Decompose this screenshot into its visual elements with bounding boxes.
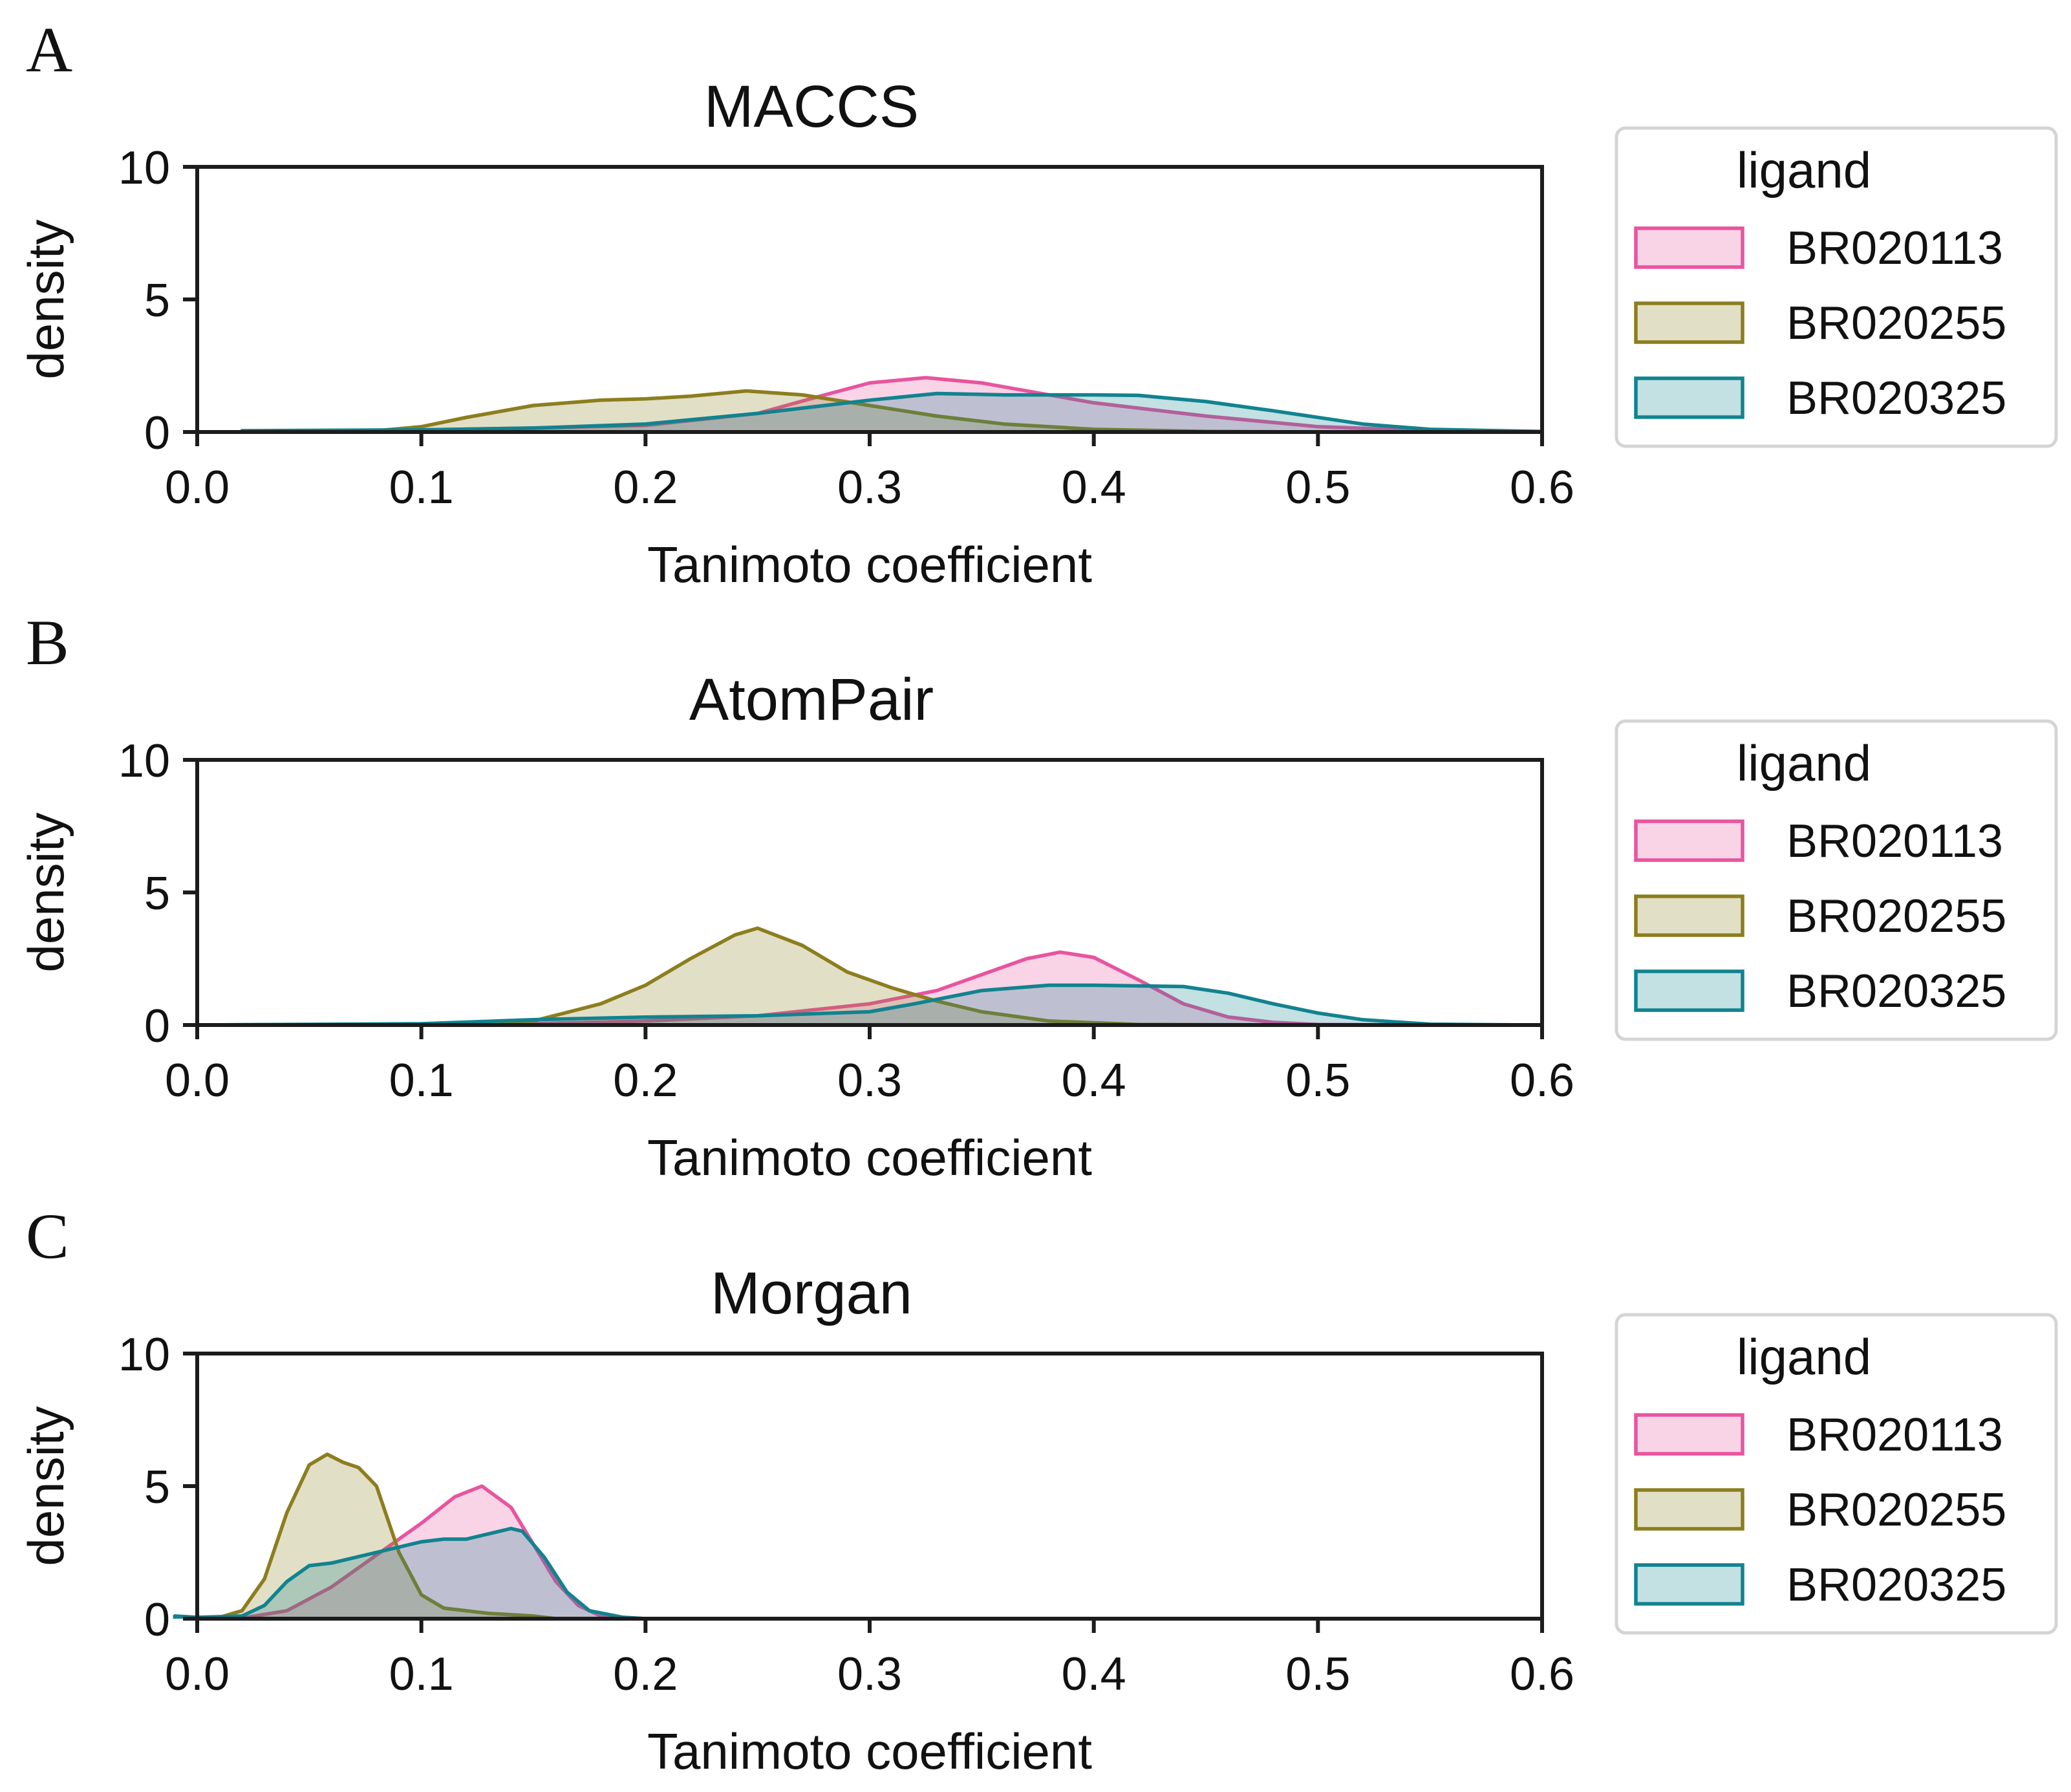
legend: ligand BR020113 BR020255 BR020325 <box>1615 1313 2058 1635</box>
y-tick-label: 5 <box>144 275 170 327</box>
legend-swatch <box>1634 376 1744 419</box>
x-tick-label: 0.6 <box>1510 1055 1574 1107</box>
y-axis-label: density <box>17 219 74 379</box>
legend: ligand BR020113 BR020255 BR020325 <box>1615 719 2058 1041</box>
chart-title: MACCS <box>704 74 919 140</box>
panel-letter: C <box>26 1200 69 1272</box>
x-axis-label: Tanimoto coefficient <box>647 1723 1092 1780</box>
panel-letter: B <box>26 607 69 678</box>
y-tick-label: 10 <box>118 142 170 194</box>
x-tick-label: 0.4 <box>1062 462 1126 513</box>
chart-title: AtomPair <box>689 667 934 733</box>
x-axis-label: Tanimoto coefficient <box>647 1129 1092 1186</box>
legend-label: BR020255 <box>1787 1484 2006 1536</box>
x-tick-label: 0.6 <box>1510 1648 1574 1700</box>
panel-letter: A <box>26 14 72 85</box>
legend-title: ligand <box>1737 735 1871 792</box>
x-tick-label: 0.3 <box>837 1648 902 1700</box>
density-curves <box>240 376 1542 432</box>
x-tick-label: 0.0 <box>165 462 230 513</box>
panel-b: B AtomPair 0.0 0.1 0.2 0.3 0.4 0.5 0.6 0 5 10 Tanimo… <box>17 607 2058 1186</box>
legend-swatch <box>1634 1413 1744 1456</box>
y-tick-label: 10 <box>118 1329 170 1381</box>
x-tick-label: 0.0 <box>165 1648 230 1700</box>
x-tick-label: 0.3 <box>837 1055 902 1107</box>
x-tick-label: 0.6 <box>1510 462 1574 513</box>
legend-label: BR020255 <box>1787 297 2006 349</box>
y-tick-label: 5 <box>144 1462 170 1513</box>
y-tick-label: 0 <box>144 407 170 459</box>
legend-swatch <box>1634 301 1744 344</box>
y-axis-label: density <box>17 1406 74 1566</box>
legend-swatch <box>1634 226 1744 269</box>
x-tick-label: 0.4 <box>1062 1055 1126 1107</box>
x-tick-label: 0.0 <box>165 1055 230 1107</box>
x-tick-label: 0.1 <box>389 1055 454 1107</box>
legend-box <box>1615 719 2058 1041</box>
x-tick-label: 0.2 <box>613 1055 678 1107</box>
legend-label: BR020325 <box>1787 1559 2006 1611</box>
x-axis-label: Tanimoto coefficient <box>647 536 1092 593</box>
x-tick-label: 0.5 <box>1285 462 1350 513</box>
density-curve-br020255 <box>195 1452 1542 1619</box>
legend-box <box>1615 126 2058 448</box>
legend-swatch <box>1634 969 1744 1012</box>
panel-a: A MACCS 0.0 0.1 0.2 0.3 0.4 0.5 0.6 0 5 10 Tanimoto … <box>17 14 2058 593</box>
x-tick-label: 0.1 <box>389 462 454 513</box>
y-axis-label: density <box>17 812 74 972</box>
y-tick-label: 5 <box>144 868 170 920</box>
legend-swatch <box>1634 894 1744 937</box>
density-curves <box>173 1452 1542 1619</box>
x-tick-label: 0.2 <box>613 1648 678 1700</box>
legend: ligand BR020113 BR020255 BR020325 <box>1615 126 2058 448</box>
legend-label: BR020255 <box>1787 891 2006 942</box>
panel-c: C Morgan 0.0 0.1 0.2 0.3 0.4 0.5 0.6 0 5 10 Tanimoto… <box>17 1200 2058 1780</box>
legend-title: ligand <box>1737 142 1871 199</box>
chart-title: Morgan <box>711 1260 912 1326</box>
x-tick-label: 0.5 <box>1285 1055 1350 1107</box>
legend-swatch <box>1634 819 1744 862</box>
x-tick-label: 0.4 <box>1062 1648 1126 1700</box>
legend-swatch <box>1634 1563 1744 1606</box>
legend-label: BR020113 <box>1787 1409 2003 1461</box>
legend-swatch <box>1634 1488 1744 1531</box>
y-tick-label: 0 <box>144 1594 170 1646</box>
legend-label: BR020113 <box>1787 222 2003 274</box>
legend-label: BR020325 <box>1787 372 2006 424</box>
x-tick-label: 0.3 <box>837 462 902 513</box>
y-tick-label: 10 <box>118 735 170 787</box>
x-tick-label: 0.1 <box>389 1648 454 1700</box>
legend-title: ligand <box>1737 1328 1871 1385</box>
density-curve-br020325 <box>195 983 1542 1025</box>
density-curve-br020325 <box>240 391 1542 432</box>
x-tick-label: 0.5 <box>1285 1648 1350 1700</box>
x-tick-label: 0.2 <box>613 462 678 513</box>
legend-label: BR020113 <box>1787 815 2003 867</box>
legend-label: BR020325 <box>1787 966 2006 1017</box>
density-curve-br020325 <box>173 1526 1542 1619</box>
legend-box <box>1615 1313 2058 1635</box>
y-tick-label: 0 <box>144 1000 170 1052</box>
